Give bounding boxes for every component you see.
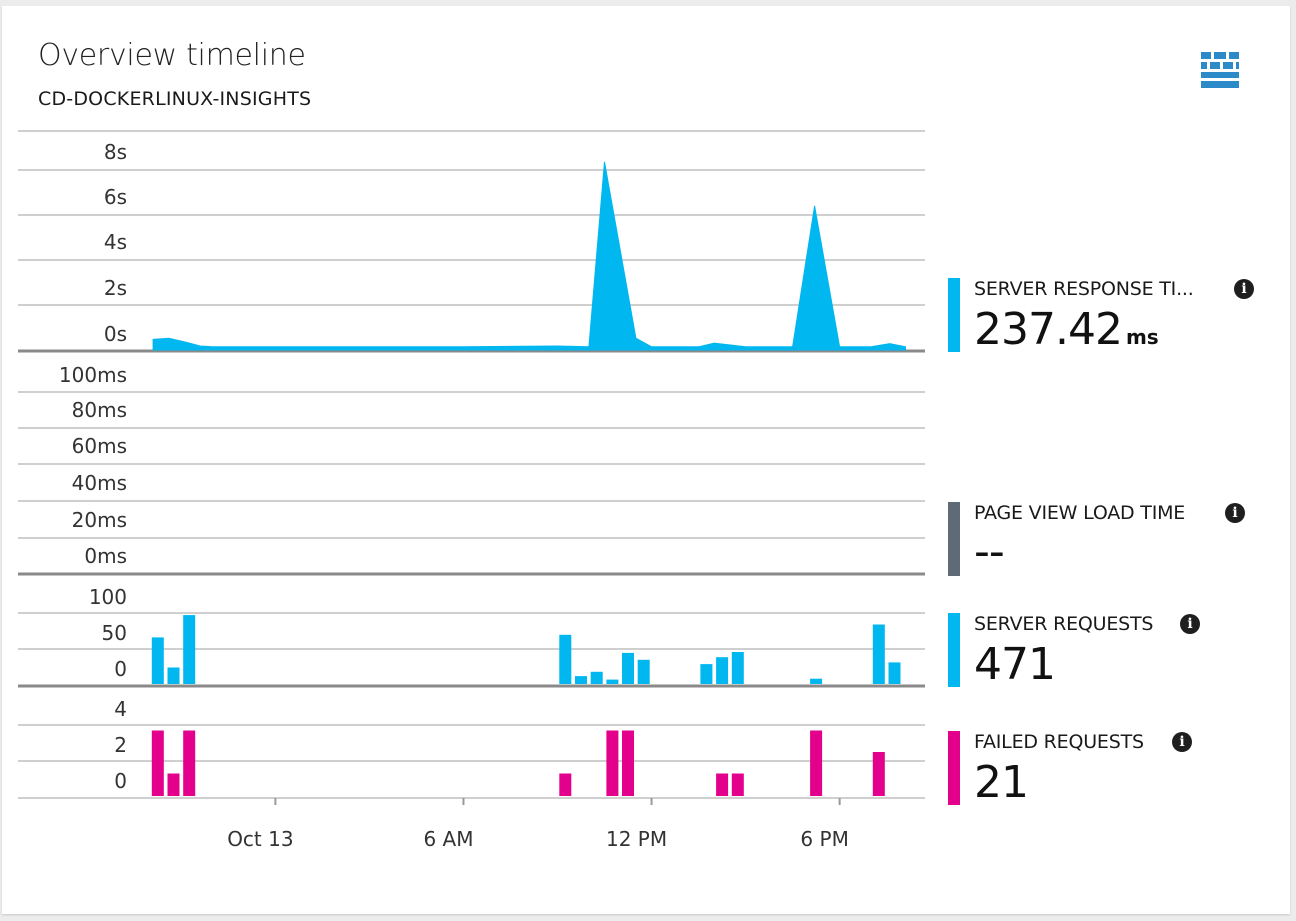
bar bbox=[167, 667, 180, 684]
bar bbox=[575, 676, 587, 684]
bar bbox=[559, 634, 572, 684]
page-title: Overview timeline bbox=[38, 38, 306, 73]
y-tick-label: 80ms bbox=[72, 398, 127, 422]
page-view-load-time-label: PAGE VIEW LOAD TIME bbox=[974, 502, 1186, 524]
y-tick-label: 0 bbox=[114, 769, 127, 793]
y-tick-label: 100ms bbox=[59, 363, 127, 387]
server-requests-color-bar bbox=[948, 613, 960, 687]
bar bbox=[810, 678, 823, 684]
page-view-load-time-value: -- bbox=[974, 526, 1005, 577]
bar bbox=[559, 773, 572, 796]
y-tick-label: 2 bbox=[114, 733, 127, 757]
server-response-time-label: SERVER RESPONSE TI... bbox=[974, 278, 1194, 300]
y-tick-label: 4 bbox=[114, 697, 127, 721]
bar bbox=[622, 652, 634, 684]
server-requests-value: 471 bbox=[974, 639, 1056, 690]
bar bbox=[151, 730, 164, 796]
page-view-load-time-color-bar bbox=[948, 502, 960, 576]
info-icon[interactable]: i bbox=[1180, 614, 1200, 634]
x-tick-label: Oct 13 bbox=[227, 827, 293, 851]
server-response-time-value: 237.42 ms bbox=[974, 304, 1159, 355]
server-response-time-color-bar bbox=[948, 278, 960, 352]
bar bbox=[622, 730, 634, 796]
bar bbox=[183, 730, 196, 796]
resource-name: CD-DOCKERLINUX-INSIGHTS bbox=[38, 88, 312, 110]
server-requests-label: SERVER REQUESTS bbox=[974, 613, 1154, 635]
y-tick-label: 60ms bbox=[72, 434, 127, 458]
y-tick-label: 6s bbox=[104, 185, 127, 209]
server-response-time-unit: ms bbox=[1125, 325, 1159, 349]
response-time-area bbox=[152, 161, 906, 351]
grid-tiles-icon[interactable] bbox=[1201, 52, 1239, 88]
y-tick-label: 100 bbox=[89, 585, 127, 609]
bar bbox=[167, 773, 180, 796]
x-tick-label: 12 PM bbox=[606, 827, 667, 851]
y-tick-label: 0ms bbox=[84, 544, 127, 568]
x-tick-label: 6 PM bbox=[800, 827, 848, 851]
y-tick-label: 0 bbox=[114, 657, 127, 681]
bar bbox=[731, 773, 744, 796]
failed-requests-label: FAILED REQUESTS bbox=[974, 731, 1144, 753]
info-icon[interactable]: i bbox=[1172, 732, 1192, 752]
bar bbox=[716, 657, 729, 684]
bar bbox=[590, 671, 603, 684]
bar bbox=[716, 773, 729, 796]
bar bbox=[606, 730, 619, 796]
y-tick-label: 20ms bbox=[72, 508, 127, 532]
y-tick-label: 8s bbox=[104, 140, 127, 164]
bar bbox=[872, 752, 885, 796]
y-tick-label: 2s bbox=[104, 276, 127, 300]
bar bbox=[872, 624, 885, 684]
bar bbox=[183, 615, 196, 684]
failed-requests-value: 21 bbox=[974, 757, 1029, 808]
bar bbox=[606, 679, 619, 684]
x-tick-label: 6 AM bbox=[423, 827, 473, 851]
bar bbox=[888, 662, 901, 684]
bar bbox=[810, 730, 823, 796]
bar bbox=[731, 652, 744, 684]
y-tick-label: 40ms bbox=[72, 471, 127, 495]
y-tick-label: 0s bbox=[104, 322, 127, 346]
y-tick-label: 4s bbox=[104, 230, 127, 254]
info-icon[interactable]: i bbox=[1225, 503, 1245, 523]
y-tick-label: 50 bbox=[102, 621, 127, 645]
bar bbox=[637, 659, 650, 684]
info-icon[interactable]: i bbox=[1234, 279, 1254, 299]
bar bbox=[700, 664, 713, 684]
bar bbox=[151, 637, 164, 684]
failed-requests-color-bar bbox=[948, 731, 960, 805]
overview-timeline-card bbox=[2, 6, 1290, 914]
